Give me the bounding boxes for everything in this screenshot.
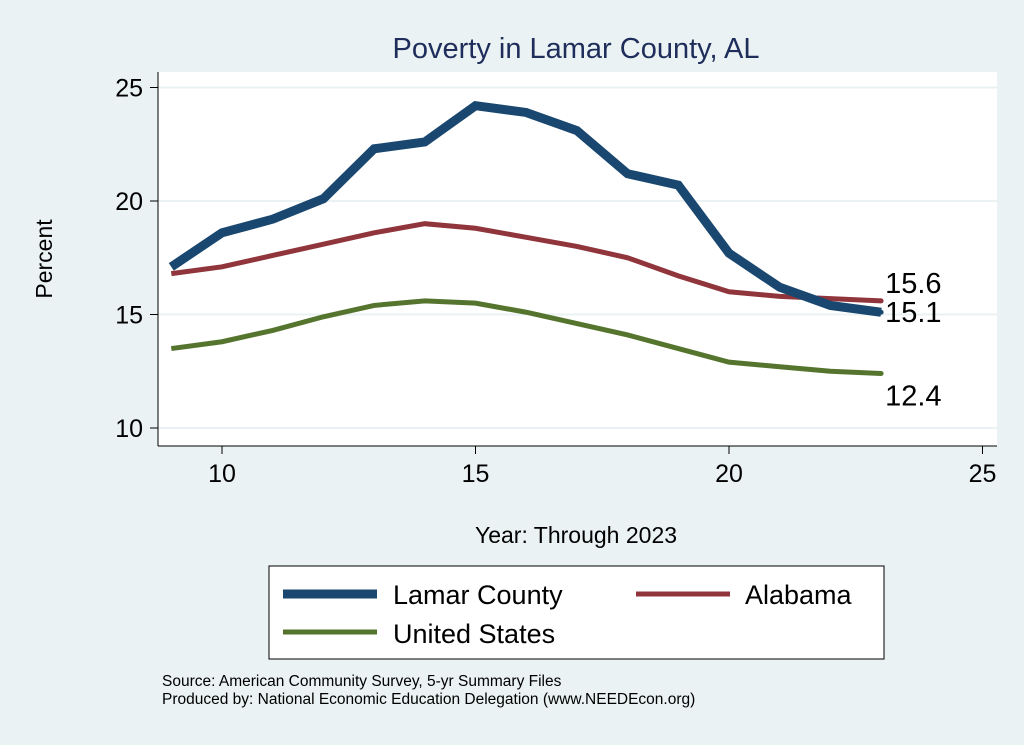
series-line-lamar-county <box>168 100 882 317</box>
x-tick-label: 10 <box>208 460 236 488</box>
series-line-united-states <box>170 298 882 377</box>
y-tick-label: 20 <box>115 188 143 216</box>
end-marker <box>878 371 884 377</box>
legend-label-lamar: Lamar County <box>393 580 563 610</box>
end-value-label: 15.1 <box>885 297 941 329</box>
x-axis-label: Year: Through 2023 <box>475 522 677 548</box>
y-tick-label: 10 <box>115 415 143 443</box>
x-tick-label: 25 <box>969 460 997 488</box>
y-axis-label: Percent <box>31 219 57 299</box>
end-value-label: 12.4 <box>885 381 941 413</box>
series-line-alabama <box>170 221 882 304</box>
source-note: Source: American Community Survey, 5-yr … <box>162 673 562 690</box>
producer-note: Produced by: National Economic Education… <box>162 691 696 708</box>
end-marker <box>878 298 884 304</box>
legend-label-alabama: Alabama <box>745 580 853 610</box>
y-tick-label: 25 <box>115 75 143 103</box>
x-tick-label: 20 <box>715 460 743 488</box>
legend: Lamar County Alabama United States <box>268 565 885 660</box>
end-marker <box>878 309 884 315</box>
end-value-label: 15.6 <box>885 268 941 300</box>
y-tick-label: 15 <box>115 302 143 330</box>
legend-label-us: United States <box>393 619 555 649</box>
chart-title: Poverty in Lamar County, AL <box>393 33 760 65</box>
x-tick-label: 15 <box>462 460 490 488</box>
